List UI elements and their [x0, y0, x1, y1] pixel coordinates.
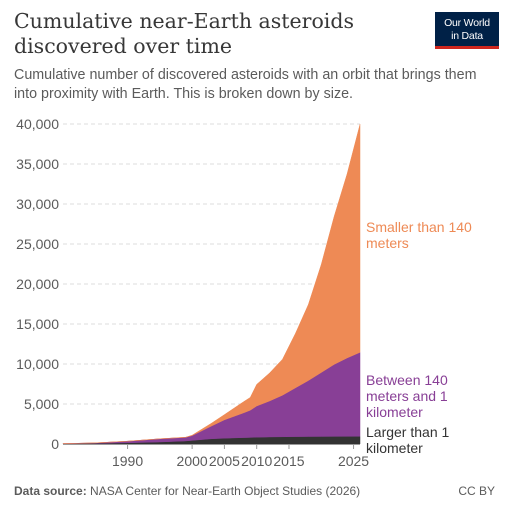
x-tick-label: 2000: [177, 453, 208, 469]
area-series[interactable]: [62, 124, 361, 444]
y-tick-label: 30,000: [16, 196, 59, 212]
gridlines: [63, 123, 360, 405]
legend-label-line: meters and 1: [366, 388, 448, 404]
logo-line-1: Our World: [444, 17, 490, 29]
x-tick-label: 2015: [273, 453, 304, 469]
y-tick-label: 5,000: [24, 396, 59, 412]
license-link[interactable]: CC BY: [458, 484, 495, 498]
legend-label[interactable]: Between 140 meters and 1 kilometer: [366, 372, 448, 420]
y-tick-label: 35,000: [16, 156, 59, 172]
x-tick-label: 2025: [338, 453, 369, 469]
legend-label-line: meters: [366, 235, 409, 251]
axes: 0 5,000 10,000 15,000 20,000 25,000 30,000 35,0…: [16, 116, 369, 469]
stacked-areas: [62, 124, 361, 445]
legend-label-line: Smaller than 140: [366, 219, 472, 235]
chart-subtitle: Cumulative number of discovered asteroid…: [14, 67, 477, 102]
data-source-text[interactable]: NASA Center for Near-Earth Object Studie…: [90, 484, 361, 498]
owid-logo[interactable]: Our World in Data: [435, 12, 499, 49]
legend-label[interactable]: Smaller than 140 meters: [366, 219, 472, 251]
y-tick-label: 25,000: [16, 236, 59, 252]
y-tick-label: 0: [51, 436, 59, 452]
data-source-label: Data source:: [14, 484, 87, 498]
x-tick-label: 2005: [209, 453, 240, 469]
y-tick-label: 15,000: [16, 316, 59, 332]
legend-label-line: kilometer: [366, 440, 423, 456]
x-tick-label: 2010: [241, 453, 272, 469]
y-tick-label: 40,000: [16, 116, 59, 132]
legend: Smaller than 140 meters Between 140 meters …: [366, 219, 472, 456]
legend-label-line: Larger than 1: [366, 424, 449, 440]
data-source: Data source: NASA Center for Near-Earth …: [14, 484, 360, 498]
legend-label-line: Between 140: [366, 372, 448, 388]
y-tick-label: 20,000: [16, 276, 59, 292]
legend-label[interactable]: Larger than 1 kilometer: [366, 424, 449, 456]
y-tick-label: 10,000: [16, 356, 59, 372]
logo-line-2: in Data: [451, 29, 483, 42]
x-tick-label: 1990: [112, 453, 143, 469]
chart-title: Cumulative near-Earth asteroids discover…: [14, 9, 355, 58]
legend-label-line: kilometer: [366, 404, 423, 420]
